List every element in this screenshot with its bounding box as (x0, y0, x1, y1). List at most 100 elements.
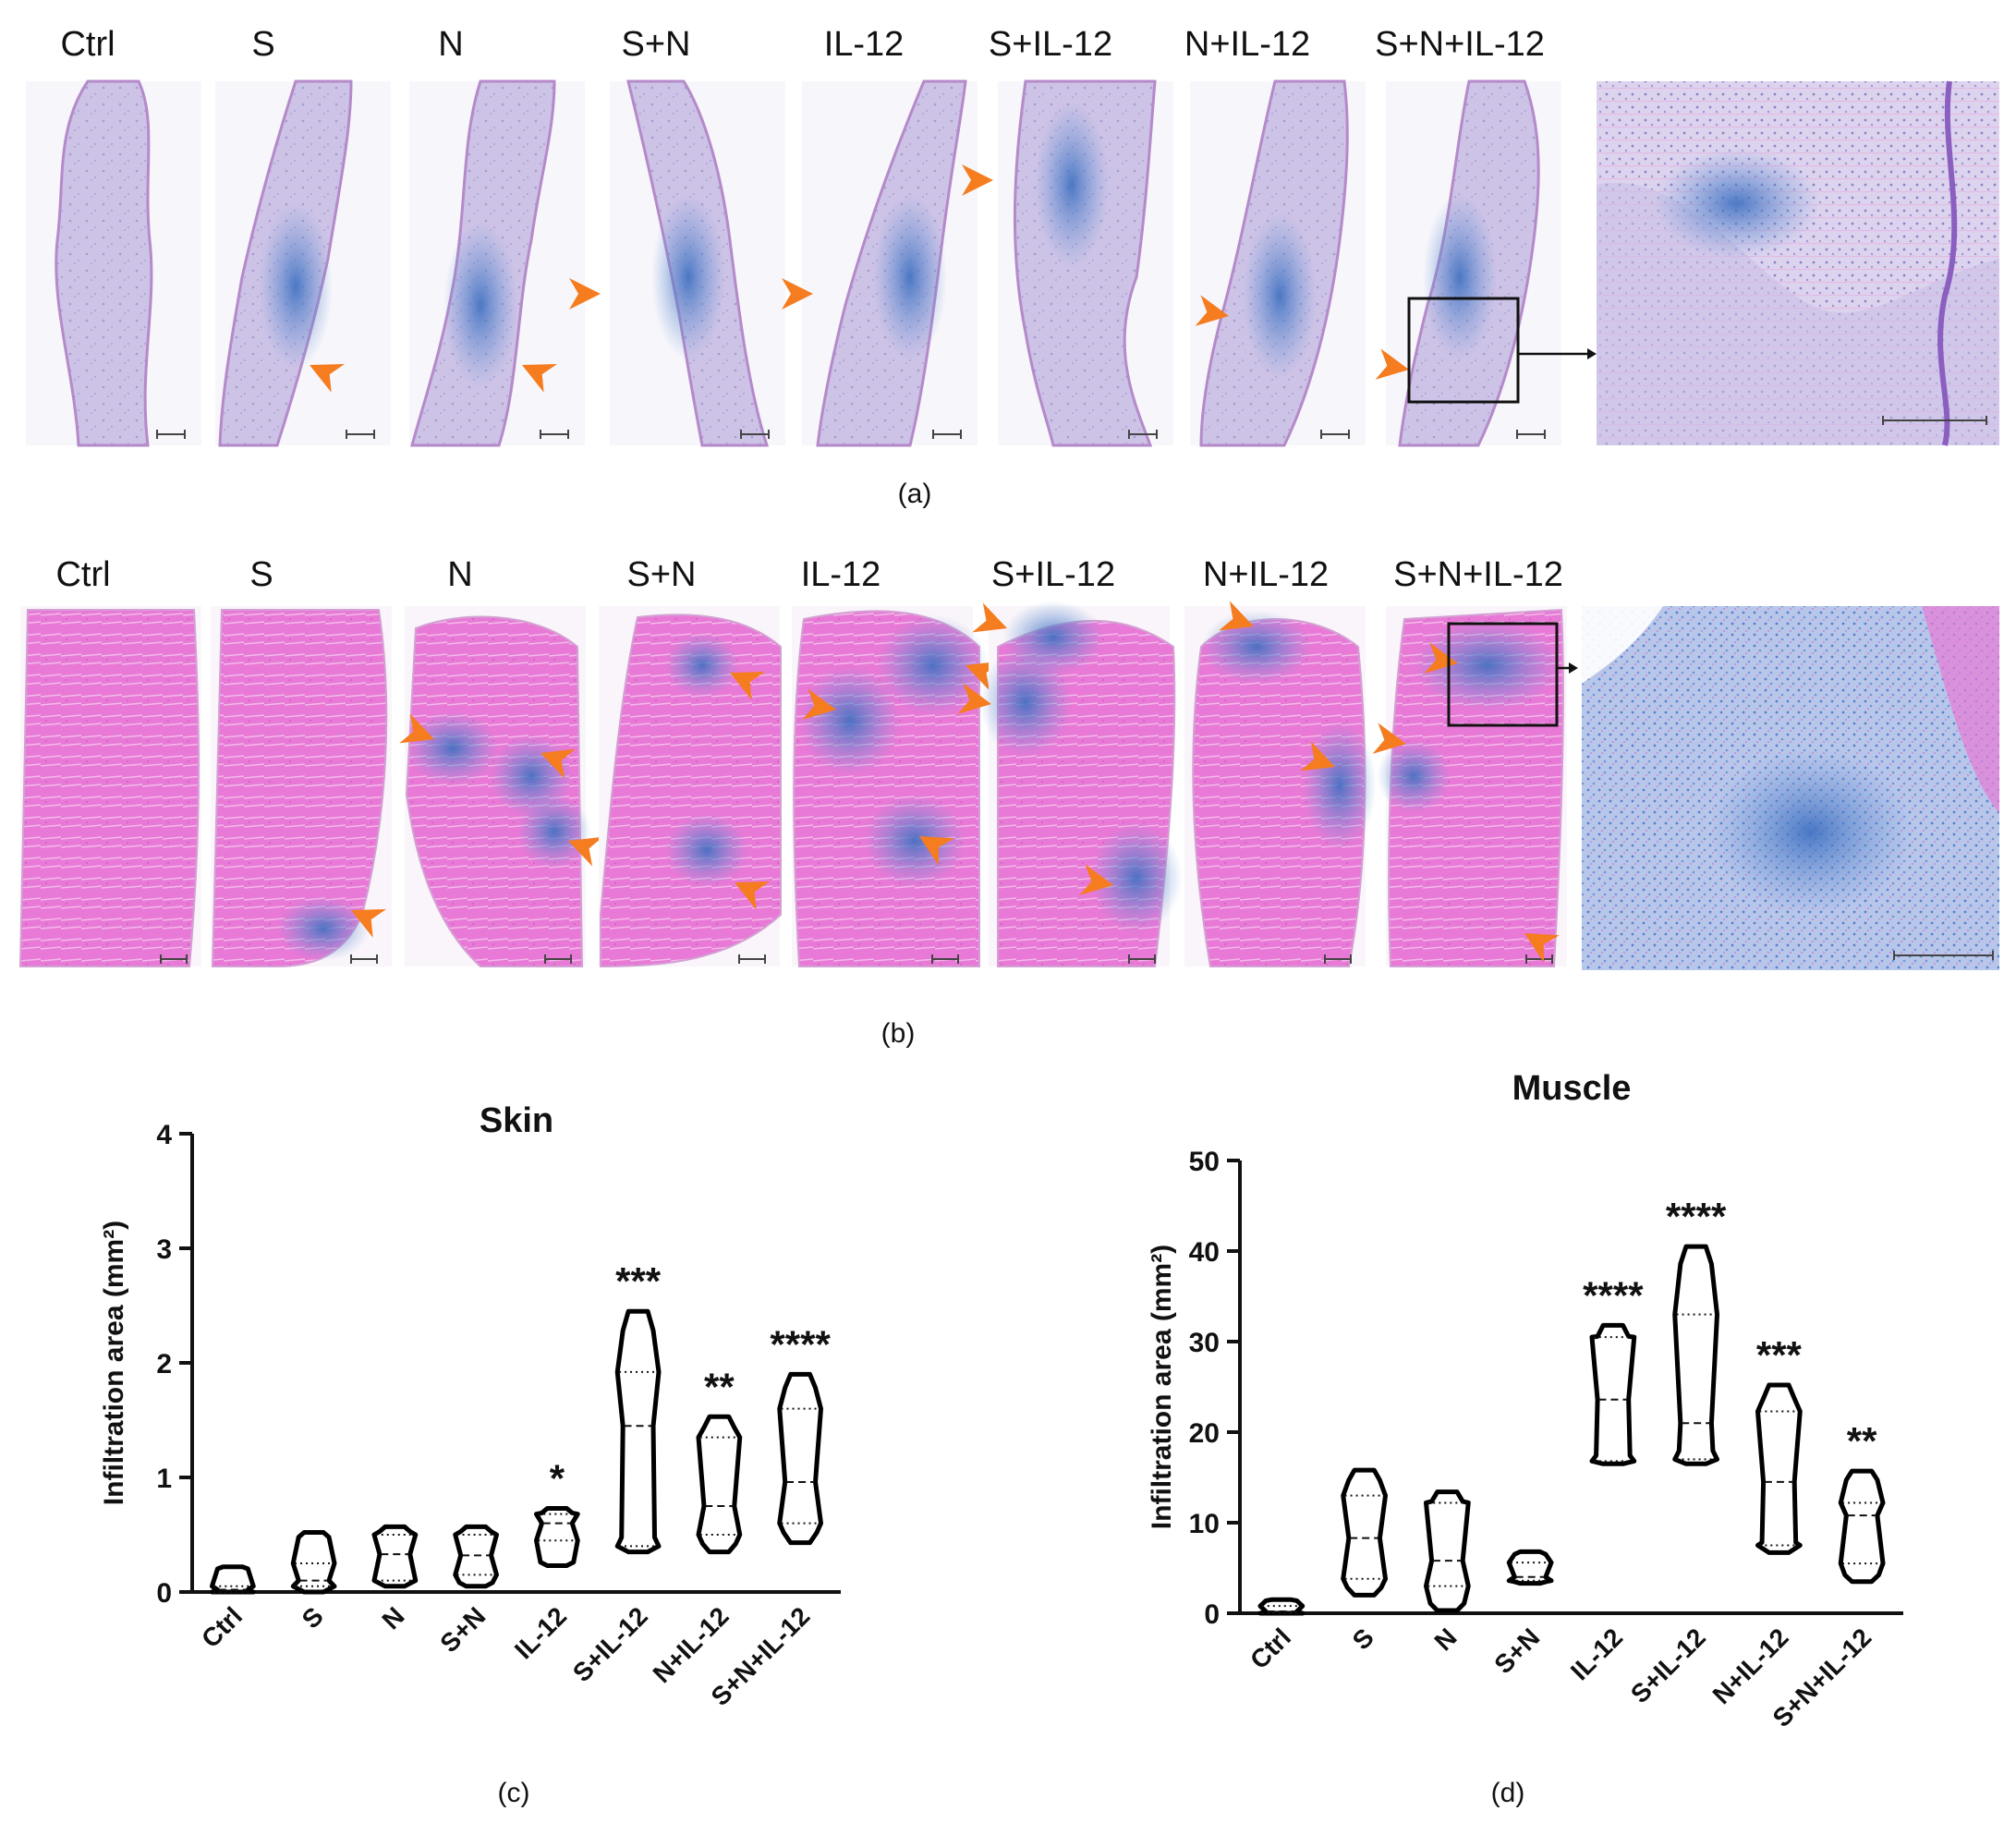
scale-bar (1128, 954, 1156, 964)
histology-image-muscle (211, 606, 392, 967)
violin-body (1506, 1549, 1554, 1586)
y-axis-label: Infiltration area (mm²) (99, 1221, 129, 1505)
significance-label: * (550, 1456, 565, 1500)
column-label-b: N+IL-12 (1203, 555, 1329, 594)
scale-bar (1525, 954, 1553, 964)
scale-bar (544, 954, 572, 964)
arrowhead-icon (1219, 601, 1254, 631)
x-tick-label: IL-12 (509, 1601, 572, 1664)
arrowhead-shape (1375, 348, 1409, 380)
arrowhead-icon (1079, 864, 1113, 895)
violin-N (1423, 1489, 1471, 1613)
arrowhead-icon (972, 602, 1007, 633)
scale-bar (1324, 954, 1352, 964)
infiltrate-region (665, 633, 739, 698)
column-label-a: S+N (622, 25, 691, 64)
column-label-b: S+N (627, 555, 697, 594)
arrowhead-icon (802, 688, 836, 720)
x-tick-label: S (1347, 1622, 1379, 1655)
x-tick-label: Ctrl (196, 1601, 248, 1653)
panel-label: (d) (1491, 1778, 1525, 1808)
arrowhead-icon (735, 881, 770, 910)
violin-S+IL-12 (614, 1308, 662, 1555)
histology-image-skin (215, 79, 391, 447)
arrowhead-icon (522, 363, 557, 393)
scale-bar (1128, 430, 1158, 439)
histology-image-skin (26, 79, 201, 447)
histology-image-muscle (405, 606, 591, 967)
column-label-a: N+IL-12 (1184, 25, 1310, 64)
arrowhead-shape (351, 908, 386, 938)
histology-image-skin (1386, 79, 1561, 447)
arrowhead-icon (957, 683, 991, 714)
arrowhead-shape (802, 688, 836, 720)
x-tick-label: S+IL-12 (567, 1601, 653, 1687)
column-label-a: Ctrl (60, 25, 115, 64)
violin-body (696, 1414, 743, 1555)
scale-bar (350, 954, 378, 964)
x-tick-label: S+IL-12 (1625, 1622, 1711, 1708)
infiltrate-region (407, 711, 499, 785)
scale-bar (160, 954, 188, 964)
histology-image-muscle (1184, 606, 1377, 967)
infiltrate-region (443, 222, 517, 388)
zoom-epidermis (1937, 80, 1958, 446)
arrowhead-shape (310, 363, 345, 393)
y-tick-label: 50 (1189, 1147, 1220, 1177)
y-tick-label: 1 (156, 1464, 172, 1494)
infiltrate-region (517, 795, 591, 869)
scale-bar (932, 430, 962, 439)
scale-bar (738, 954, 766, 964)
scale-bar (1516, 430, 1546, 439)
violin-body (614, 1308, 662, 1555)
arrowhead-icon (1372, 723, 1406, 754)
violin-Ctrl (209, 1564, 256, 1595)
chart-muscle: Muscle 0 10 20 30 40 50 Infiltration area (mm²)… (1147, 1069, 1903, 1808)
scale-bar (540, 430, 569, 439)
x-tick-label: N (376, 1601, 409, 1634)
arrowhead-shape (1195, 295, 1229, 326)
histology-image-muscle (599, 606, 782, 968)
arrow-right-icon (1569, 662, 1578, 674)
arrowhead-icon (919, 836, 954, 866)
x-tick-label: S (297, 1601, 329, 1634)
panel-label-b: (b) (881, 1018, 916, 1049)
zoom-image-muscle (1582, 606, 1999, 970)
arrowhead-icon (730, 671, 765, 700)
arrowhead-icon (1300, 741, 1335, 772)
arrowhead-icon (1375, 348, 1409, 380)
inset-box (1407, 297, 1520, 404)
histology-image-skin (998, 79, 1173, 447)
infiltrate-region (277, 896, 370, 961)
infiltrate-region (259, 203, 333, 370)
zoom-muscle-fibers (1922, 606, 1999, 813)
y-tick-label: 2 (156, 1349, 172, 1379)
arrowhead-icon (965, 661, 1001, 691)
y-tick-label: 3 (156, 1234, 172, 1265)
tissue-section (211, 609, 388, 967)
y-tick-label: 0 (156, 1578, 172, 1609)
arrowhead-shape (569, 278, 601, 310)
violin-Ctrl (1257, 1597, 1306, 1616)
zoom-infiltrate (1709, 748, 1913, 915)
significance-label: ** (704, 1365, 735, 1408)
column-label-b: S (249, 555, 273, 594)
violin-S+N+IL-12 (777, 1371, 824, 1546)
infiltrate-region (864, 795, 965, 887)
infiltrate-region (1377, 739, 1451, 813)
arrowhead-icon (569, 278, 601, 310)
y-tick-label: 4 (156, 1120, 172, 1150)
arrowhead-icon (1524, 933, 1560, 963)
violin-body (1672, 1244, 1720, 1466)
violin-S (1341, 1467, 1389, 1598)
scale-bar (1893, 951, 1994, 960)
chart-title: Muscle (1512, 1069, 1632, 1108)
arrowhead-shape (965, 661, 1001, 691)
infiltrate-region (1035, 102, 1109, 268)
y-tick-label: 20 (1189, 1418, 1220, 1449)
arrowhead-shape (1079, 864, 1113, 895)
infiltrate-region (878, 614, 989, 716)
significance-label: **** (770, 1322, 831, 1366)
